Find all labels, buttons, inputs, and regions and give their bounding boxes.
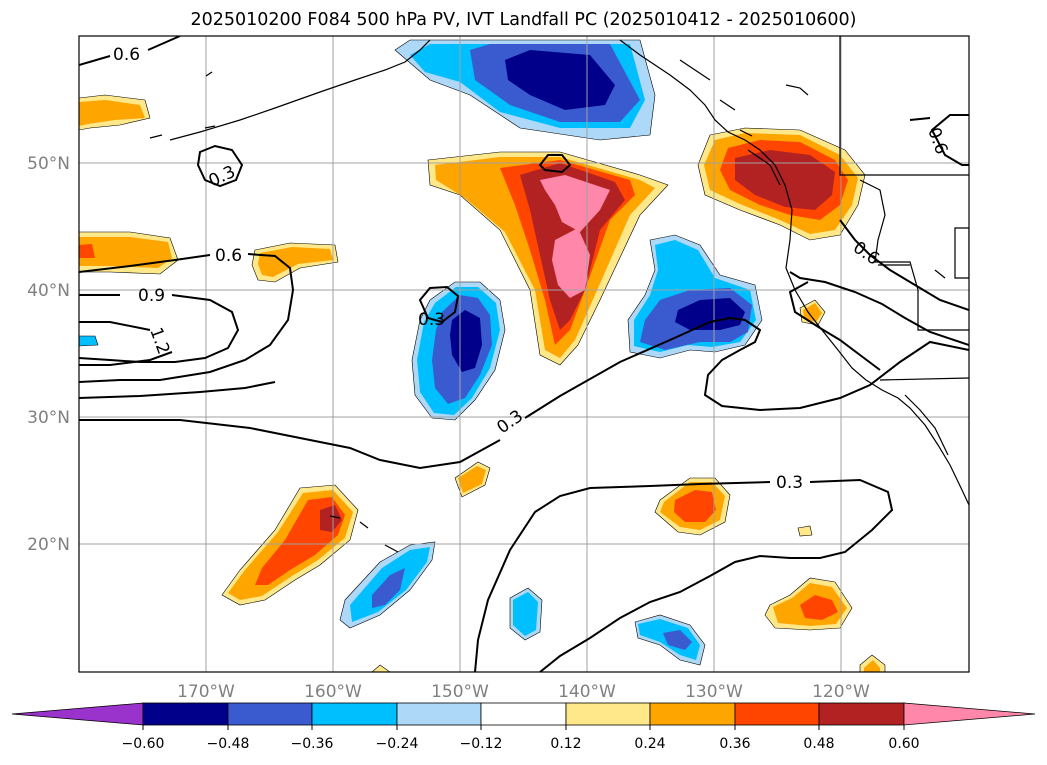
colorbar: [11, 702, 1036, 726]
colorbar-segment: [396, 702, 482, 726]
coastlines: [149, 36, 969, 553]
colorbar-tick-label: −0.12: [460, 736, 503, 752]
colorbar-tick-label: 0.60: [888, 736, 919, 752]
colorbar-segment: [565, 702, 651, 726]
colorbar-tick-label: 0.12: [550, 736, 581, 752]
latitude-labels: 50°N 40°N 30°N 20°N: [27, 154, 70, 555]
colorbar-segment: [480, 702, 567, 726]
longitude-label: 150°W: [431, 682, 489, 702]
colorbar-segment: [142, 702, 229, 726]
pv-contours: [79, 36, 969, 672]
figure-title: 2025010200 F084 500 hPa PV, IVT Landfall…: [190, 10, 857, 30]
map-frame: [78, 35, 970, 673]
longitude-label: 160°W: [304, 682, 362, 702]
colorbar-tick-label: −0.36: [291, 736, 334, 752]
contour-label: 0.6: [215, 246, 242, 266]
colorbar-tick-label: −0.60: [122, 736, 165, 752]
colorbar-segment: [311, 702, 398, 726]
colorbar-tick-label: 0.24: [634, 736, 665, 752]
latitude-label: 50°N: [27, 154, 70, 174]
longitude-labels: 170°W 160°W 150°W 140°W 130°W 120°W: [177, 682, 870, 702]
latitude-label: 20°N: [27, 535, 70, 555]
colorbar-tick-labels: −0.60 −0.48 −0.36 −0.24 −0.12 0.12 0.24 …: [122, 736, 920, 752]
colorbar-tick-label: −0.48: [207, 736, 250, 752]
colorbar-ticks: [142, 725, 905, 730]
longitude-label: 120°W: [812, 682, 870, 702]
latitude-label: 40°N: [27, 281, 70, 301]
map-area: 0.6 0.3 0.6 0.9 1.2 0.3 0.3 0.3 0.6 0.6: [79, 36, 969, 672]
longitude-label: 130°W: [685, 682, 743, 702]
colorbar-extend-low: [11, 702, 144, 726]
colorbar-tick-label: 0.36: [719, 736, 750, 752]
colorbar-segment: [818, 702, 905, 726]
colorbar-tick-label: 0.48: [803, 736, 834, 752]
colorbar-extend-high: [903, 702, 1036, 726]
colorbar-tick-label: −0.24: [376, 736, 419, 752]
colorbar-segment: [649, 702, 736, 726]
latitude-label: 30°N: [27, 408, 70, 428]
longitude-label: 170°W: [177, 682, 235, 702]
contour-label: 0.6: [113, 45, 140, 65]
contour-label: 0.3: [776, 473, 803, 493]
map-gridlines: [79, 36, 969, 672]
colorbar-segment: [227, 702, 313, 726]
longitude-label: 140°W: [558, 682, 616, 702]
colorbar-segment: [734, 702, 820, 726]
contour-label: 0.3: [418, 310, 445, 330]
contour-label: 0.9: [138, 286, 165, 306]
